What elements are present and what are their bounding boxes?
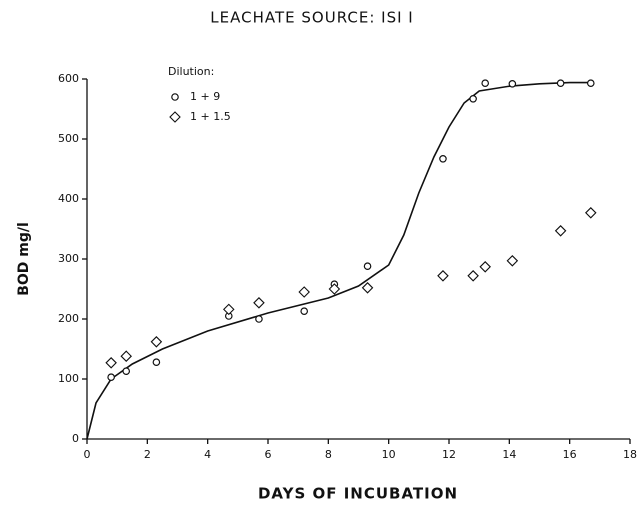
legend-label: 1 + 1.5 <box>190 110 231 123</box>
data-point <box>481 79 490 88</box>
x-tick-label: 14 <box>502 448 516 461</box>
chart-title: LEACHATE SOURCE: ISI I <box>210 9 413 27</box>
legend-label: 1 + 9 <box>190 90 220 103</box>
data-point <box>105 357 117 369</box>
data-point <box>437 270 449 282</box>
data-point <box>554 225 567 237</box>
data-point <box>107 373 115 382</box>
fit-curve <box>86 81 591 440</box>
y-tick-label: 400 <box>58 192 79 205</box>
data-point <box>300 307 309 316</box>
y-tick-label: 300 <box>58 252 79 265</box>
data-point <box>255 315 263 323</box>
y-tick-label: 500 <box>58 132 79 145</box>
legend-marker <box>171 93 179 101</box>
data-point <box>479 261 491 273</box>
x-tick-label: 0 <box>84 448 91 461</box>
x-tick-label: 16 <box>563 448 577 461</box>
data-point <box>223 303 235 316</box>
x-tick-label: 2 <box>144 448 151 461</box>
data-point <box>120 350 132 362</box>
y-tick-label: 200 <box>58 312 79 325</box>
y-axis-label: BOD mg/l <box>16 222 32 296</box>
y-tick-label: 600 <box>58 72 79 85</box>
data-point <box>585 207 597 219</box>
data-point <box>361 282 374 294</box>
x-tick-label: 8 <box>325 448 332 461</box>
data-point <box>506 255 519 267</box>
data-point <box>122 367 131 376</box>
x-axis-label: DAYS OF INCUBATION <box>258 485 458 503</box>
data-point <box>508 80 517 88</box>
x-tick-label: 18 <box>623 448 637 461</box>
data-point <box>363 262 372 271</box>
y-tick-label: 0 <box>72 432 79 445</box>
data-point <box>469 95 477 103</box>
data-point <box>298 286 310 298</box>
y-tick-label: 100 <box>58 372 79 385</box>
x-tick-label: 12 <box>442 448 456 461</box>
data-point <box>556 79 565 88</box>
data-point <box>152 358 161 367</box>
data-point <box>150 336 163 348</box>
data-point <box>439 155 447 163</box>
legend-title: Dilution: <box>168 65 214 78</box>
data-point <box>253 297 265 309</box>
data-point <box>467 270 479 282</box>
x-tick-label: 4 <box>204 448 211 461</box>
x-tick-label: 6 <box>265 448 272 461</box>
legend-marker <box>169 111 181 123</box>
data-point <box>328 283 341 295</box>
data-point <box>586 79 595 88</box>
x-tick-label: 10 <box>382 448 396 461</box>
